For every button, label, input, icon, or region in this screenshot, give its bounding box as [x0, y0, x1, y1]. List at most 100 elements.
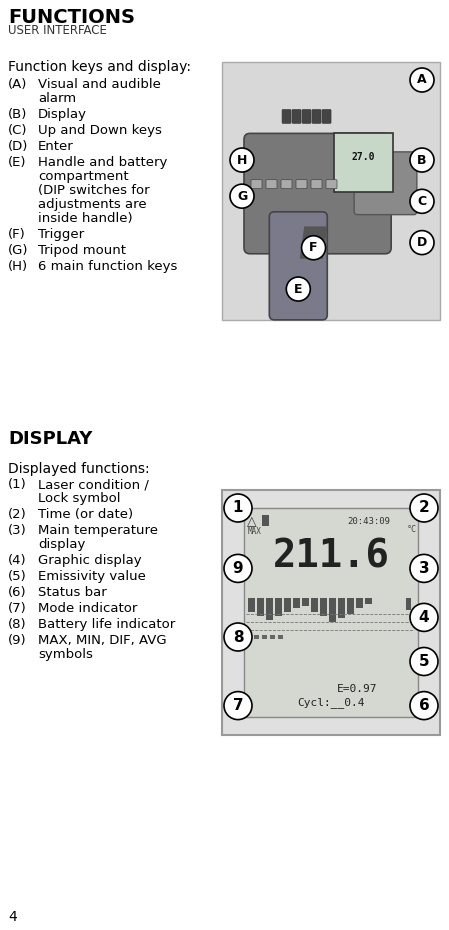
Text: 4: 4	[8, 910, 17, 924]
Text: (E): (E)	[8, 156, 26, 169]
Text: Display: Display	[38, 108, 87, 121]
Text: (2): (2)	[8, 508, 27, 521]
Text: (8): (8)	[8, 618, 26, 631]
Text: (C): (C)	[8, 124, 27, 137]
Text: °C: °C	[407, 525, 417, 535]
Text: (G): (G)	[8, 244, 28, 257]
FancyBboxPatch shape	[266, 179, 277, 189]
FancyBboxPatch shape	[356, 598, 363, 608]
Text: Status bar: Status bar	[38, 586, 107, 599]
Circle shape	[410, 647, 438, 675]
Text: 211.6: 211.6	[273, 537, 389, 575]
Text: Trigger: Trigger	[38, 228, 84, 241]
Text: adjustments are: adjustments are	[38, 198, 147, 211]
Text: alarm: alarm	[38, 92, 76, 105]
Text: E=0.97: E=0.97	[337, 684, 377, 694]
Text: Enter: Enter	[38, 140, 74, 153]
FancyBboxPatch shape	[282, 110, 291, 124]
Text: (A): (A)	[8, 78, 27, 91]
FancyBboxPatch shape	[322, 110, 331, 124]
Text: (B): (B)	[8, 108, 27, 121]
FancyBboxPatch shape	[266, 598, 273, 620]
FancyBboxPatch shape	[254, 635, 259, 639]
Text: G: G	[237, 190, 247, 203]
Text: (4): (4)	[8, 554, 26, 567]
Text: 6: 6	[418, 698, 429, 713]
Text: Time (or date): Time (or date)	[38, 508, 133, 521]
Text: 3: 3	[418, 561, 429, 576]
FancyBboxPatch shape	[262, 635, 267, 639]
FancyBboxPatch shape	[296, 179, 307, 189]
FancyBboxPatch shape	[406, 598, 411, 608]
Text: A: A	[417, 73, 427, 86]
Text: (DIP switches for: (DIP switches for	[38, 184, 150, 197]
FancyBboxPatch shape	[338, 598, 345, 618]
Text: (5): (5)	[8, 570, 27, 583]
FancyBboxPatch shape	[257, 598, 264, 616]
Text: Handle and battery: Handle and battery	[38, 156, 167, 169]
Text: symbols: symbols	[38, 648, 93, 661]
FancyBboxPatch shape	[244, 133, 391, 254]
Text: FUNCTIONS: FUNCTIONS	[8, 8, 135, 27]
Text: Displayed functions:: Displayed functions:	[8, 462, 150, 476]
Circle shape	[410, 148, 434, 172]
FancyBboxPatch shape	[251, 179, 262, 189]
Text: 4: 4	[418, 610, 429, 625]
FancyBboxPatch shape	[275, 598, 282, 616]
FancyBboxPatch shape	[311, 179, 322, 189]
Text: Mode indicator: Mode indicator	[38, 602, 137, 615]
FancyBboxPatch shape	[284, 598, 291, 612]
Circle shape	[286, 277, 310, 301]
Text: USER INTERFACE: USER INTERFACE	[8, 24, 107, 37]
Circle shape	[410, 554, 438, 582]
Text: DISPLAY: DISPLAY	[8, 430, 92, 448]
FancyBboxPatch shape	[261, 515, 269, 526]
Text: 5: 5	[418, 654, 429, 669]
Text: compartment: compartment	[38, 170, 128, 183]
Text: display: display	[38, 538, 85, 551]
Circle shape	[410, 190, 434, 213]
Circle shape	[224, 692, 252, 720]
Text: Battery life indicator: Battery life indicator	[38, 618, 175, 631]
FancyBboxPatch shape	[222, 490, 440, 735]
Text: (9): (9)	[8, 634, 26, 647]
Text: B: B	[417, 153, 427, 166]
FancyBboxPatch shape	[311, 598, 318, 612]
FancyBboxPatch shape	[320, 598, 327, 616]
FancyBboxPatch shape	[302, 598, 309, 606]
Text: Up and Down keys: Up and Down keys	[38, 124, 162, 137]
FancyBboxPatch shape	[293, 598, 300, 608]
Text: Main temperature: Main temperature	[38, 524, 158, 537]
Circle shape	[224, 623, 252, 651]
Circle shape	[410, 604, 438, 631]
FancyBboxPatch shape	[292, 110, 301, 124]
Circle shape	[410, 692, 438, 720]
Text: 9: 9	[233, 561, 243, 576]
Circle shape	[302, 236, 326, 259]
Circle shape	[410, 231, 434, 255]
FancyBboxPatch shape	[278, 635, 283, 639]
Text: E: E	[294, 283, 303, 296]
Text: Function keys and display:: Function keys and display:	[8, 60, 191, 74]
Text: 27.0: 27.0	[352, 152, 375, 162]
FancyBboxPatch shape	[406, 606, 411, 610]
Text: 2: 2	[418, 500, 429, 515]
Circle shape	[410, 494, 438, 522]
Text: MAX, MIN, DIF, AVG: MAX, MIN, DIF, AVG	[38, 634, 167, 647]
Text: Emissivity value: Emissivity value	[38, 570, 146, 583]
Text: Cycl:__0.4: Cycl:__0.4	[297, 698, 365, 709]
FancyBboxPatch shape	[302, 110, 311, 124]
Text: 20:43:09: 20:43:09	[348, 517, 391, 526]
FancyBboxPatch shape	[365, 598, 372, 604]
Text: C: C	[418, 194, 427, 207]
Circle shape	[410, 68, 434, 92]
Text: (D): (D)	[8, 140, 28, 153]
Text: 8: 8	[233, 630, 243, 644]
FancyBboxPatch shape	[354, 152, 417, 215]
Text: Laser condition /: Laser condition /	[38, 478, 149, 491]
FancyBboxPatch shape	[222, 62, 440, 320]
FancyBboxPatch shape	[281, 179, 292, 189]
Text: 1: 1	[233, 500, 243, 515]
Text: 6 main function keys: 6 main function keys	[38, 260, 177, 273]
FancyBboxPatch shape	[326, 179, 337, 189]
